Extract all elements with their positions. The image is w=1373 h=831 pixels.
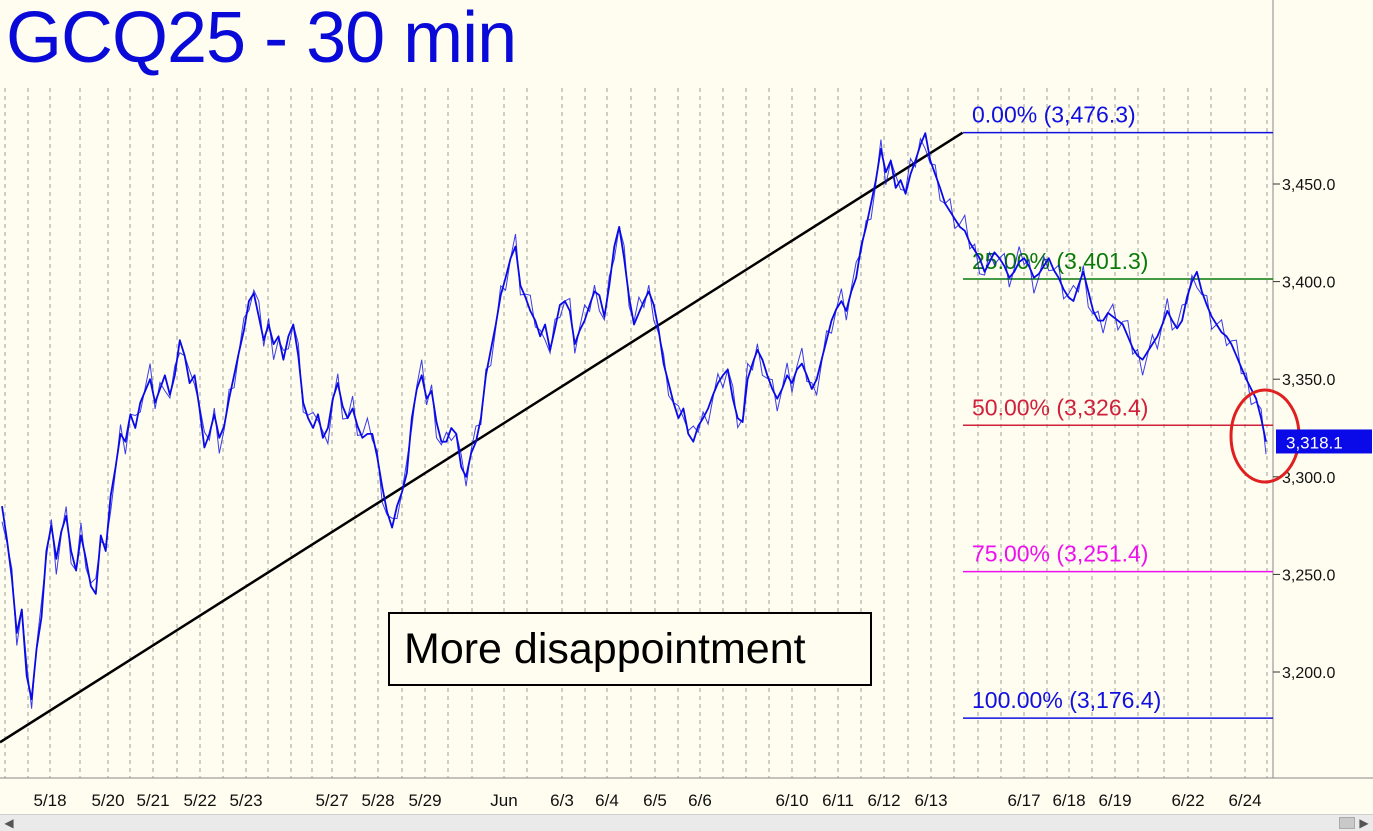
y-tick-label: 3,200.0 [1282, 665, 1335, 682]
scroll-thumb[interactable] [1339, 817, 1355, 829]
x-tick-label: 6/3 [550, 791, 574, 810]
x-tick-label: 5/29 [408, 791, 441, 810]
horizontal-scrollbar[interactable]: ◀ ▶ [0, 814, 1373, 831]
x-tick-label: 6/4 [595, 791, 619, 810]
x-tick-label: 5/18 [33, 791, 66, 810]
x-tick-label: 6/11 [822, 791, 854, 810]
fib-level-label: 100.00% (3,176.4) [972, 687, 1161, 713]
x-tick-label: 6/10 [775, 791, 808, 810]
x-tick-label: 5/23 [229, 791, 262, 810]
y-tick-label: 3,300.0 [1282, 470, 1335, 487]
y-tick-label: 3,400.0 [1282, 275, 1335, 292]
last-price-box [1276, 429, 1372, 454]
y-tick-label: 3,250.0 [1282, 567, 1335, 584]
x-tick-label: 6/17 [1007, 791, 1040, 810]
x-tick-label: 6/6 [688, 791, 712, 810]
chart-area: 5/18 5/20 5/21 5/22 5/23 5/27 5/28 5/29 Jun 6/3 6/… [0, 0, 1373, 814]
x-tick-label: 6/5 [643, 791, 667, 810]
x-tick-label: 5/21 [136, 791, 169, 810]
x-tick-label: 5/28 [361, 791, 394, 810]
x-tick-label: 6/13 [914, 791, 947, 810]
fib-level-label: 75.00% (3,251.4) [972, 541, 1148, 567]
y-tick-label: 3,450.0 [1282, 177, 1335, 194]
x-tick-label: 6/19 [1098, 791, 1131, 810]
x-tick-label: 6/18 [1052, 791, 1085, 810]
chart-background [0, 0, 1373, 814]
x-tick-label: 6/22 [1171, 791, 1204, 810]
fib-level-label: 0.00% (3,476.3) [972, 102, 1136, 128]
trendline [0, 131, 964, 744]
x-tick-label: 6/12 [867, 791, 900, 810]
price-chart: 5/18 5/20 5/21 5/22 5/23 5/27 5/28 5/29 Jun 6/3 6/… [0, 0, 1373, 814]
last-price-label: 3,318.1 [1286, 433, 1343, 452]
scroll-left-icon[interactable]: ◀ [4, 816, 14, 830]
chart-title: GCQ25 - 30 min [6, 0, 517, 78]
price-line-detail [1, 137, 1267, 709]
x-tick-label: 5/20 [91, 791, 124, 810]
scroll-right-icon[interactable]: ▶ [1359, 816, 1369, 830]
x-tick-label: 6/24 [1228, 791, 1261, 810]
fib-level-label: 50.00% (3,326.4) [972, 394, 1148, 420]
x-tick-label: Jun [490, 791, 517, 810]
x-tick-label: 5/27 [315, 791, 348, 810]
annotation-text: More disappointment [404, 624, 806, 673]
fib-level-label: 25.00% (3,401.3) [972, 248, 1148, 274]
x-tick-label: 5/22 [183, 791, 216, 810]
y-tick-label: 3,350.0 [1282, 372, 1335, 389]
annotation-box: More disappointment [388, 612, 872, 686]
